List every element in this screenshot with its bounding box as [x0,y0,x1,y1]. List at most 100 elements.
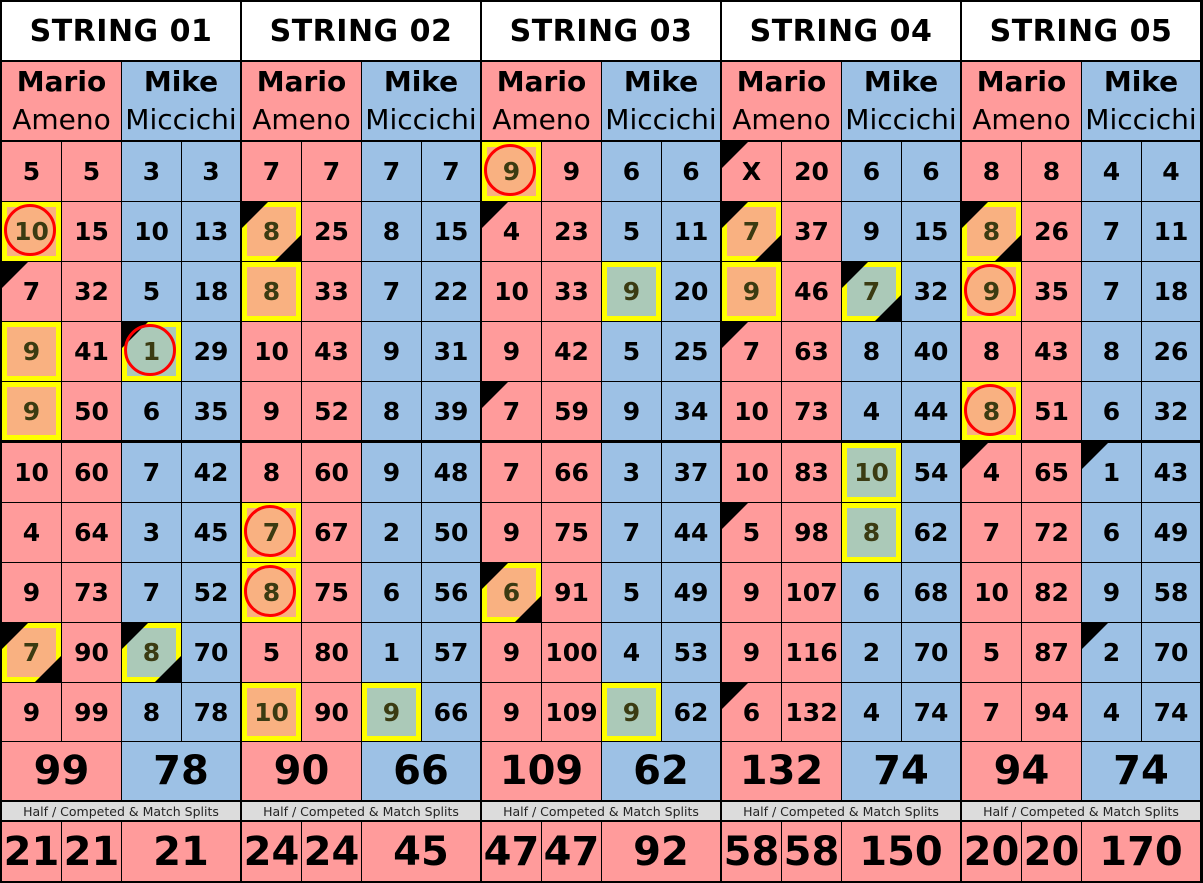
frame-pins: 2 [362,503,421,562]
corner-triangle-icon [242,202,268,228]
frame-running-total: 52 [302,382,361,440]
frame-running-total: 90 [62,623,121,682]
frame-pins: 8 [242,262,301,321]
frame-pins: 9 [482,503,541,562]
corner-triangle-icon [122,623,148,649]
frame-running-total: 132 [782,683,841,741]
red-circle-icon [964,384,1016,436]
frame-pins: 8 [242,563,301,622]
frame-pins: 5 [2,142,61,201]
pins-value: 6 [502,578,521,607]
frame-pins: 7 [962,503,1021,562]
frame-pins: 9 [722,262,781,321]
frame-pins: 9 [362,683,421,741]
split-value: 92 [602,822,720,881]
player-last-name: Miccichi [845,103,957,136]
pins-value: 9 [502,518,521,547]
frame-pins: 7 [962,683,1021,741]
pins-value: 10 [734,458,769,487]
player-last-name: Ameno [12,103,111,136]
player-total: 99 [2,742,121,800]
splits-label: Half / Competed & Match Splits [242,802,480,820]
corner-triangle-icon [722,202,748,228]
split-value: 21 [122,822,240,881]
corner-triangle-icon [875,295,901,321]
frame-running-total: 7 [302,142,361,201]
corner-triangle-icon [962,443,988,469]
frame-pins: 6 [842,563,901,622]
corner-triangle-icon [35,656,61,682]
pins-value: 5 [262,638,281,667]
frame-running-total: 42 [182,443,240,502]
frame-pins: 9 [2,322,61,381]
frame-running-total: 26 [1022,202,1081,261]
split-value: 20 [1022,822,1081,881]
pins-value: 5 [742,518,761,547]
pins-value: 8 [382,217,401,246]
frame-running-total: 8 [1022,142,1081,201]
frame-running-total: 34 [662,382,720,440]
pins-value: 7 [502,458,521,487]
frame-pins: 9 [2,683,61,741]
frame-pins: 9 [2,382,61,440]
frame-running-total: 11 [1142,202,1200,261]
frame-pins: 6 [1082,382,1141,440]
split-value: 45 [362,822,480,881]
pins-value: 4 [502,217,521,246]
pins-value: 7 [982,697,1001,727]
frame-running-total: 66 [542,443,601,502]
frame-running-total: 32 [1142,382,1200,440]
frame-running-total: 20 [782,142,841,201]
pins-value: 8 [262,458,281,487]
frame-pins: 4 [1082,683,1141,741]
frame-running-total: 44 [662,503,720,562]
frame-running-total: 44 [902,382,960,440]
pins-value: 7 [622,518,641,547]
frame-pins: 7 [362,142,421,201]
pins-value: 7 [22,277,41,306]
pins-value: 6 [1102,518,1121,547]
frame-pins: 5 [602,322,661,381]
split-value: 170 [1082,822,1200,881]
frame-running-total: 48 [422,443,480,502]
frame-pins: 1 [362,623,421,682]
pins-value: 2 [1102,638,1121,667]
frame-running-total: 6 [902,142,960,201]
corner-triangle-icon [1082,443,1108,469]
pins-value: 10 [854,458,889,487]
red-circle-icon [244,565,296,617]
frame-running-total: 4 [1142,142,1200,201]
pins-value: 4 [1102,697,1121,727]
frame-pins: 2 [1082,623,1141,682]
player-last-name: Ameno [252,103,351,136]
frame-running-total: 20 [662,262,720,321]
pins-value: 6 [862,578,881,607]
frame-pins: 4 [962,443,1021,502]
frame-pins: 5 [722,503,781,562]
pins-value: 2 [382,518,401,547]
pins-value: 7 [982,518,1001,547]
red-circle-icon [964,264,1016,316]
frame-running-total: 100 [542,623,601,682]
frame-pins: 7 [482,443,541,502]
player-first-name: Mike [623,65,699,98]
pins-value: 4 [862,697,881,727]
player-last-name: Ameno [972,103,1071,136]
frame-pins: 6 [602,142,661,201]
frame-pins: 4 [482,202,541,261]
corner-triangle-icon [995,235,1021,261]
frame-pins: 6 [482,563,541,622]
frame-pins: 4 [842,683,901,741]
frame-pins: 8 [962,142,1021,201]
frame-running-total: 50 [422,503,480,562]
pins-value: 9 [622,697,641,727]
frame-running-total: 63 [782,322,841,381]
player-first-name: Mario [976,65,1067,98]
frame-pins: 6 [1082,503,1141,562]
frame-running-total: 56 [422,563,480,622]
corner-triangle-icon [482,202,508,228]
frame-pins: 10 [2,443,61,502]
pins-value: 8 [262,277,281,306]
frame-pins: 9 [1082,563,1141,622]
